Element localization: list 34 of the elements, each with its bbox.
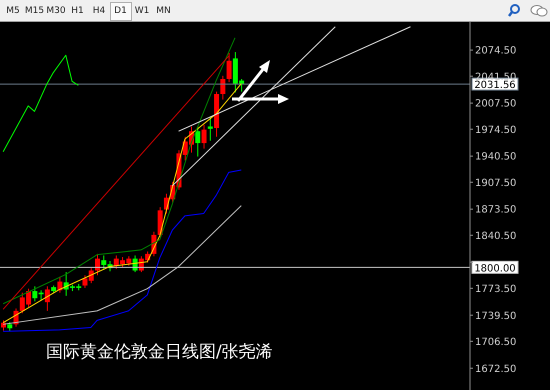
candlestick (95, 253, 100, 276)
text: M5 (5, 5, 21, 18)
y-tick-label: 1907.50 (475, 178, 516, 189)
y-tick-label: 2007.50 (475, 98, 516, 110)
y-tick-label: 1773.50 (475, 284, 516, 295)
y-tick-label: 2074.50 (475, 46, 516, 57)
y-tick-label: 1940.50 (475, 152, 516, 163)
text: M30 (45, 5, 67, 18)
line-series (2, 54, 79, 152)
candlestick (57, 276, 62, 294)
candlestick (202, 124, 207, 150)
candlestick (44, 286, 50, 312)
y-tick-label: 1739.50 (475, 310, 516, 322)
text: MN (155, 5, 172, 18)
candlestick (1, 320, 6, 332)
candlestick (195, 126, 200, 158)
line-series (2, 169, 242, 332)
candlestick (226, 52, 232, 83)
y-tick-label: 1672.50 (475, 364, 516, 375)
candlestick (220, 75, 226, 100)
y-tick-label: 1974.50 (475, 124, 516, 136)
candlestick (7, 321, 12, 332)
text: H4 (92, 5, 106, 18)
text: D1 (110, 2, 132, 21)
ref-line-label: 2031.56 (474, 80, 516, 92)
y-tick-label: 1873.50 (475, 204, 516, 216)
candlestick (208, 116, 213, 142)
y-tick-label: 1840.50 (475, 230, 516, 242)
text: W1 (134, 5, 150, 18)
ref-line-label: 1800.00 (474, 263, 516, 274)
text: H1 (70, 5, 85, 18)
text: 国际黄金伦敦金日线图/张尧浠 (46, 341, 273, 363)
y-tick-label: 1706.50 (475, 336, 516, 348)
text: M15 (24, 5, 46, 18)
